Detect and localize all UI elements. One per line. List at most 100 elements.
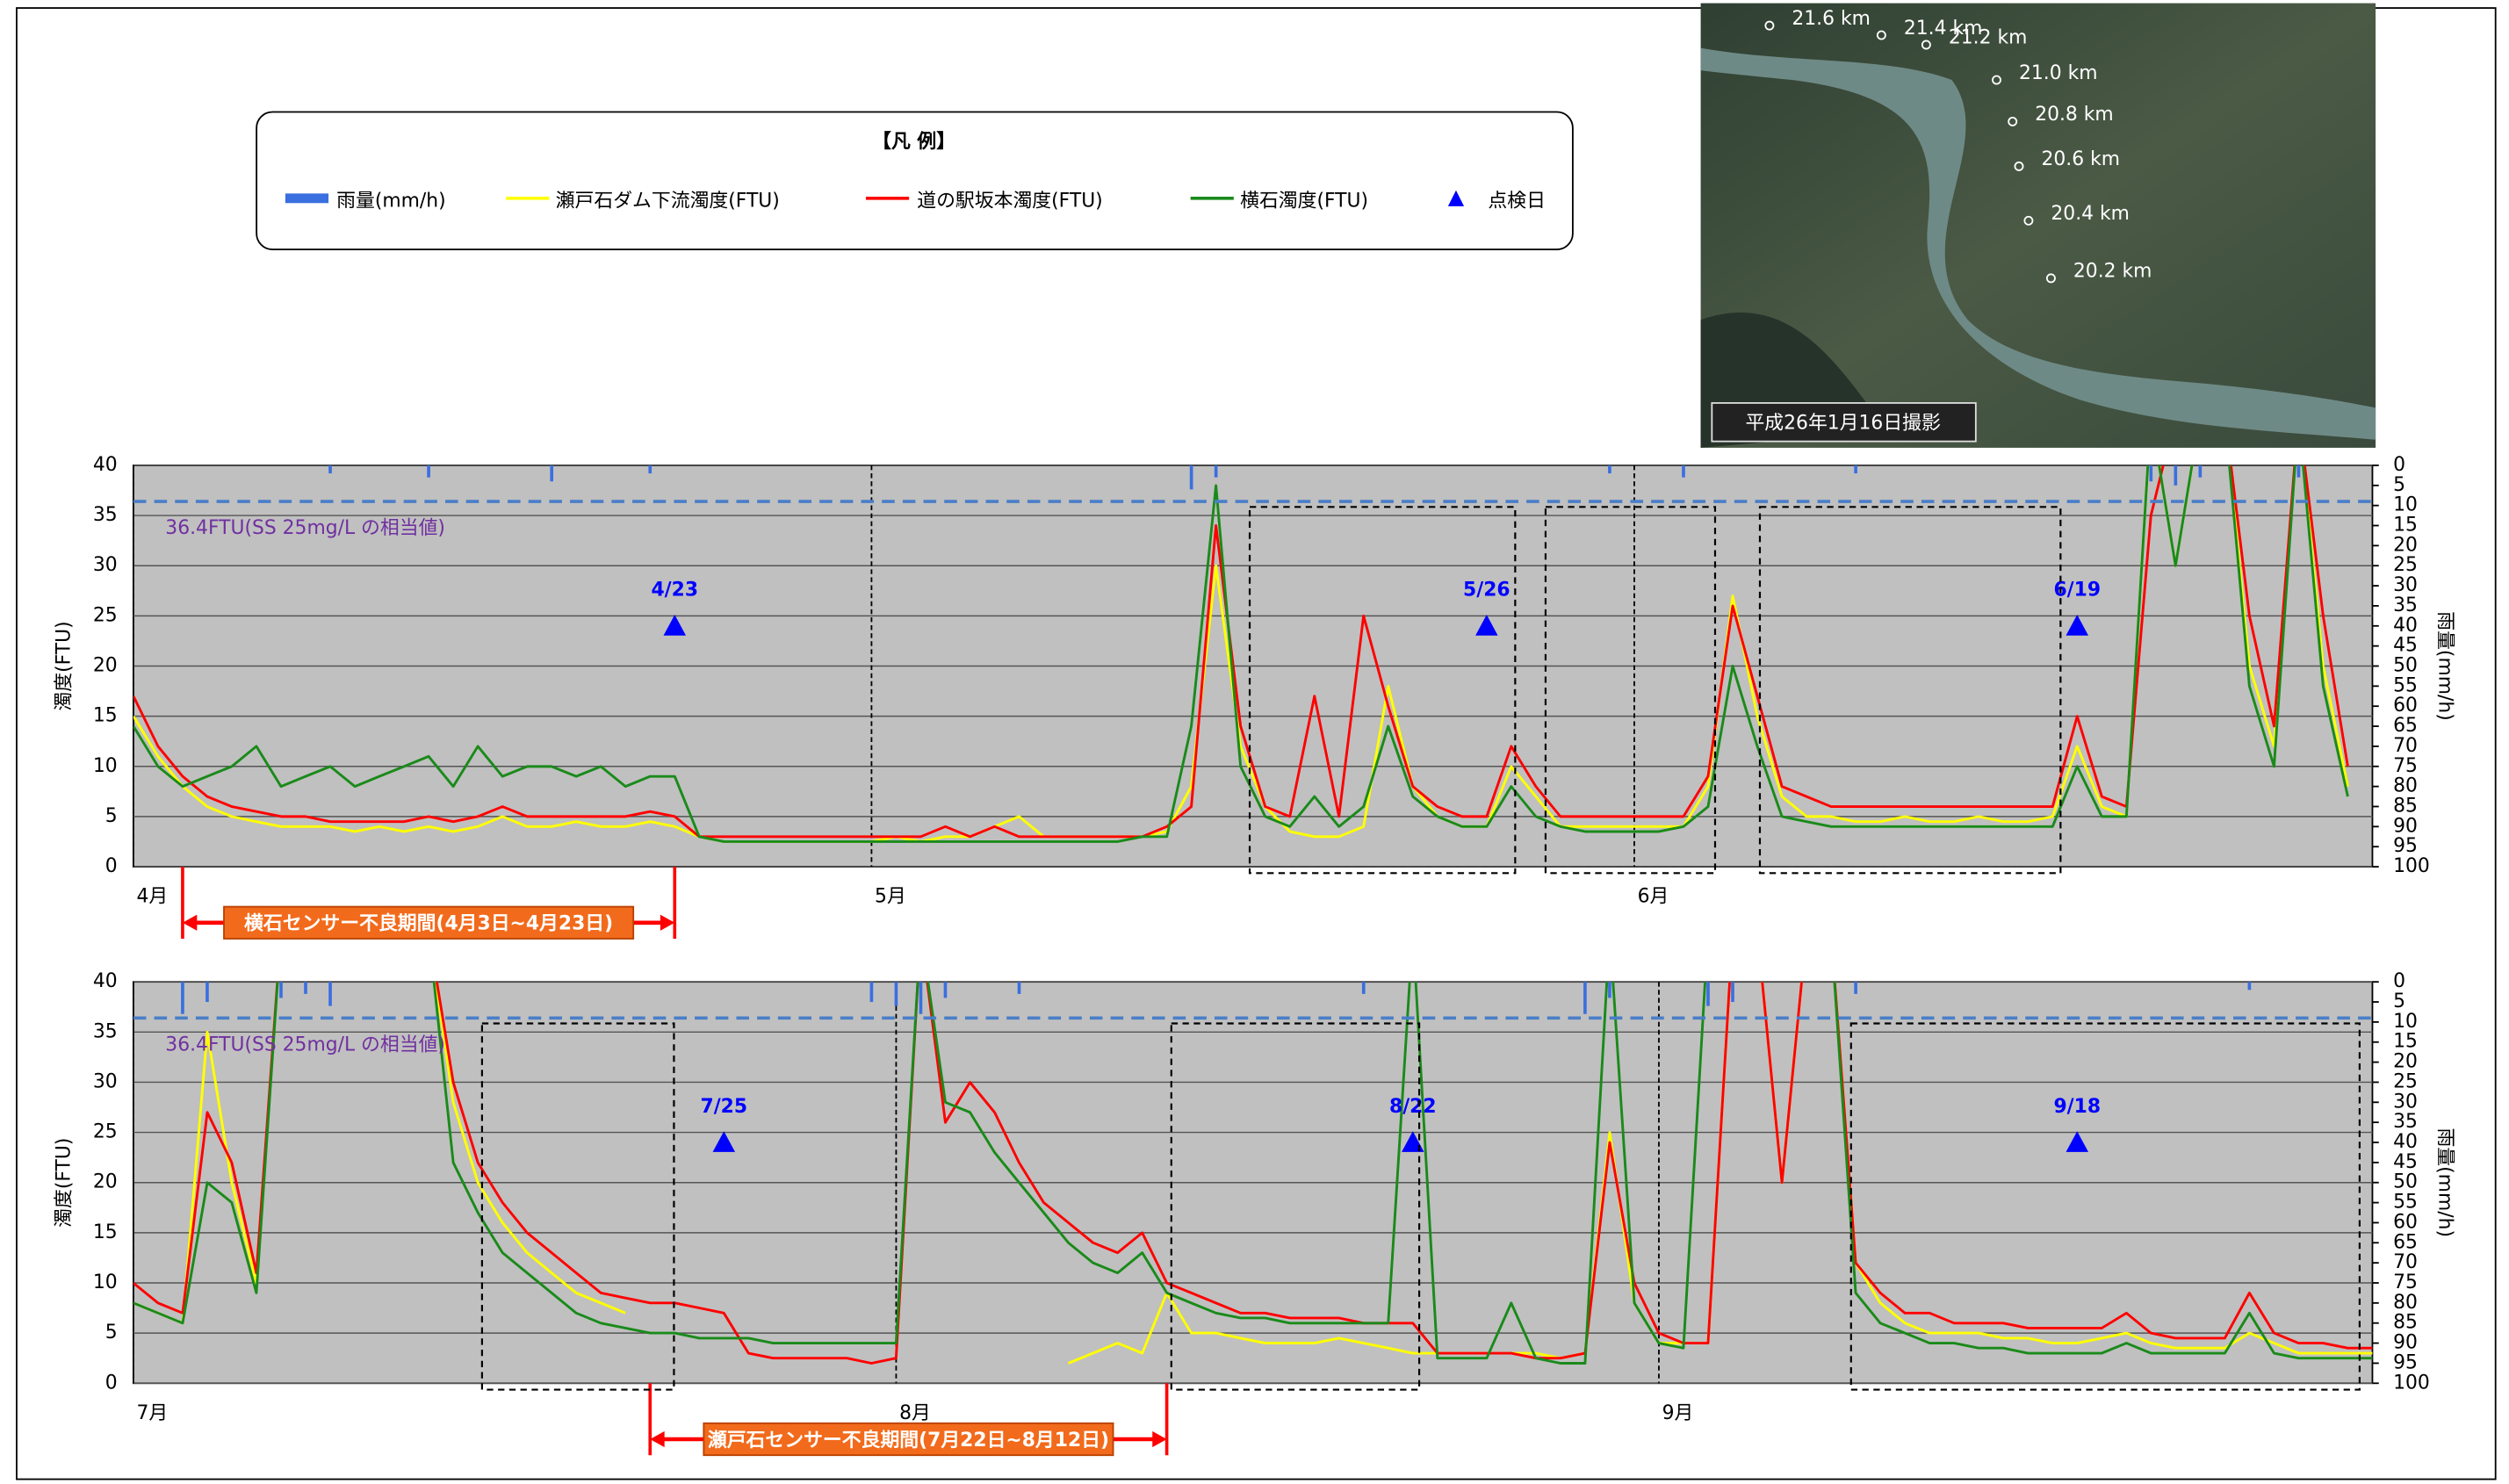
- rain-bar: [1682, 465, 1685, 478]
- y-tick-label: 5: [105, 1322, 118, 1344]
- y2-tick-label: 10: [2393, 1011, 2418, 1033]
- y2-tick-label: 30: [2393, 1091, 2418, 1113]
- photo-marker-dot: [2008, 116, 2018, 126]
- y-tick-label: 30: [93, 554, 118, 576]
- y-tick-label: 15: [93, 705, 118, 727]
- rain-bar: [550, 465, 554, 482]
- turbidity-line: [133, 982, 2373, 1365]
- inspection-marker: [663, 615, 687, 636]
- series-group: [133, 465, 2349, 843]
- highlight-box: [1544, 506, 1717, 875]
- y2-tick-label: 5: [2393, 991, 2405, 1012]
- photo-marker-label: 20.2 km: [2073, 261, 2152, 283]
- y-tick-label: 30: [93, 1070, 118, 1092]
- annotation-box: [703, 1422, 1114, 1457]
- photo-marker-dot: [1921, 40, 1931, 50]
- reference-label: 36.4FTU(SS 25mg/L の相当値): [165, 1034, 445, 1055]
- rain-bar: [1854, 465, 1857, 474]
- y2-tick-label: 100: [2393, 855, 2430, 877]
- y2-tick-label: 95: [2393, 835, 2418, 857]
- legend-label: 横石濁度(FTU): [1240, 190, 1368, 212]
- legend-swatch: [1447, 190, 1465, 206]
- photo-marker-label: 21.6 km: [1792, 8, 1871, 30]
- turbidity-line: [133, 982, 2373, 1365]
- arrow-head: [660, 914, 675, 931]
- y2-tick-label: 20: [2393, 534, 2418, 556]
- rain-bar: [328, 982, 332, 1006]
- rain-bar: [1583, 982, 1587, 1014]
- y2-tick-label: 45: [2393, 1151, 2418, 1173]
- legend: 雨量(mm/h) 瀬戸石ダム下流濁度(FTU) 道の駅坂本濁度(FTU) 横石濁度(F…: [285, 190, 1546, 212]
- y2-tick-label: 50: [2393, 1171, 2418, 1193]
- legend-label: 点検日: [1488, 190, 1546, 212]
- arrow-head: [1152, 1430, 1167, 1448]
- turbidity-line: [133, 465, 2349, 843]
- rain-bar: [2247, 982, 2252, 991]
- inspection-marker: [2066, 1131, 2089, 1152]
- y2-tick-label: 25: [2393, 1070, 2418, 1092]
- y2-tick-label: 90: [2393, 1332, 2418, 1354]
- frame: [16, 7, 2497, 1480]
- annotation-text: 横石センサー不良期間(4月3日~4月23日): [244, 912, 613, 935]
- photo-river: [1700, 47, 2376, 440]
- y2-tick-label: 75: [2393, 1271, 2418, 1293]
- rain-bar: [2198, 465, 2203, 478]
- x-tick-label: 4月: [137, 886, 169, 908]
- inspection-marker: [2066, 615, 2089, 636]
- rain-bar: [279, 982, 283, 998]
- rain-bar: [919, 982, 923, 1014]
- y2-tick-label: 60: [2393, 1211, 2418, 1233]
- y-tick-label: 25: [93, 604, 118, 626]
- photo-marker-label: 21.4 km: [1904, 18, 1983, 40]
- x-tick-label: 9月: [1662, 1402, 1694, 1424]
- inspection-label: 9/18: [2053, 1096, 2101, 1118]
- rain-bar: [1189, 465, 1193, 490]
- rain-bar: [1608, 465, 1611, 474]
- arrow-head: [182, 914, 198, 931]
- y2-tick-label: 40: [2393, 615, 2418, 637]
- highlight-box: [480, 1022, 675, 1391]
- photo-marker-dot: [2023, 215, 2034, 226]
- photo-caption: 平成26年1月16日撮影: [1745, 413, 1941, 435]
- rain-bar: [328, 465, 332, 474]
- y2-tick-label: 15: [2393, 515, 2418, 537]
- highlight-boxes: [480, 506, 2361, 1391]
- y2-tick-label: 45: [2393, 635, 2418, 657]
- y-tick-label: 35: [93, 1020, 118, 1042]
- highlight-box: [1248, 506, 1517, 875]
- y-axis-title: 濁度(FTU): [54, 621, 76, 710]
- rain-bar: [894, 982, 898, 1006]
- legend-swatch: [285, 193, 329, 204]
- y-tick-label: 25: [93, 1121, 118, 1143]
- legend-title: 【凡 例】: [872, 131, 955, 153]
- y2-tick-label: 15: [2393, 1031, 2418, 1053]
- y-tick-label: 20: [93, 1171, 118, 1193]
- rain-bar: [1017, 982, 1021, 994]
- y2-tick-label: 60: [2393, 695, 2418, 717]
- series-group: [133, 982, 2373, 1365]
- y2-tick-label: 100: [2393, 1372, 2430, 1394]
- rain-bar: [1608, 982, 1611, 998]
- rain-bar: [943, 982, 948, 998]
- inspection-label: 7/25: [701, 1096, 748, 1118]
- x-tick-label: 8月: [899, 1402, 931, 1424]
- photo-marker-label: 21.2 km: [1949, 27, 2028, 49]
- rain-bar: [1731, 982, 1734, 1003]
- inspection-label: 4/23: [651, 580, 698, 602]
- y-tick-label: 15: [93, 1221, 118, 1243]
- y-tick-label: 0: [105, 1372, 118, 1394]
- photo-marker-label: 20.8 km: [2035, 104, 2114, 126]
- y-tick-label: 40: [93, 970, 118, 992]
- y2-tick-label: 35: [2393, 594, 2418, 616]
- legend-label: 雨量(mm/h): [336, 190, 445, 212]
- y2-tick-label: 90: [2393, 815, 2418, 837]
- y2-tick-label: 0: [2393, 454, 2405, 476]
- y2-tick-label: 95: [2393, 1351, 2418, 1373]
- y2-tick-label: 40: [2393, 1131, 2418, 1153]
- x-tick-label: 6月: [1638, 886, 1669, 908]
